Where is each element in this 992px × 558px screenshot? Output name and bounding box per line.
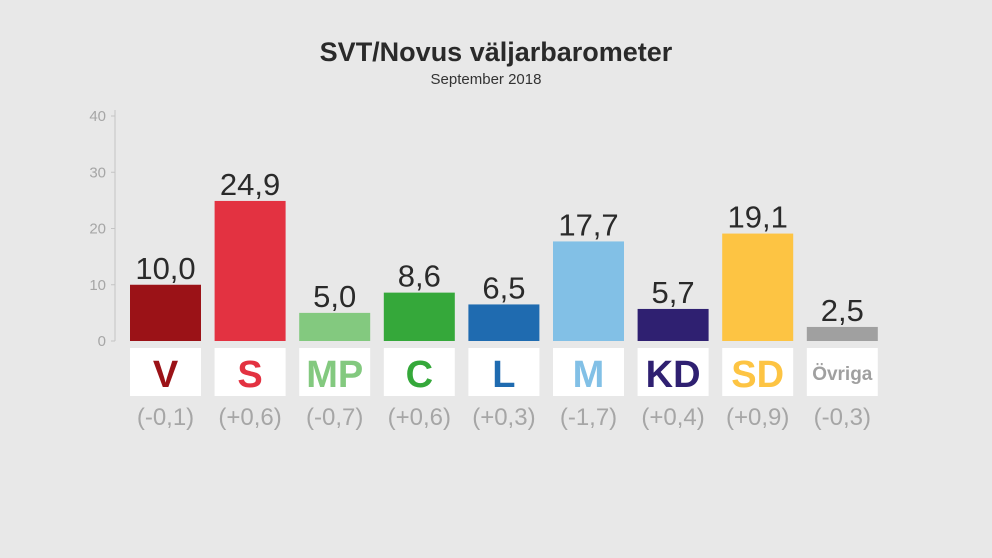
bar <box>130 284 201 341</box>
bar <box>468 304 540 341</box>
y-tick-label: 0 <box>98 333 106 350</box>
change-label: (-1,7) <box>560 404 617 431</box>
bar <box>722 233 794 341</box>
bars: 10,0 V (-0,1) 24,9 S (+0,6) 5,0 MP (-0,7) 8,6 C (+0… <box>130 167 878 431</box>
bar <box>214 200 286 341</box>
bar-group: 10,0 V (-0,1) <box>130 251 201 431</box>
bar <box>806 326 878 341</box>
party-label-box <box>637 348 709 396</box>
party-label-box <box>806 348 878 396</box>
bar-group: 2,5 Övriga (-0,3) <box>806 293 878 431</box>
chart-title: SVT/Novus väljarbarometer <box>320 37 673 67</box>
party-label: V <box>153 354 179 396</box>
bar-value-label: 5,0 <box>313 279 356 314</box>
bar-value-label: 6,5 <box>482 270 525 305</box>
party-label-box <box>299 348 371 396</box>
bar-group: 19,1 SD (+0,9) <box>722 200 794 431</box>
change-label: (-0,7) <box>306 404 363 431</box>
bar-value-label: 24,9 <box>220 167 280 202</box>
bar-value-label: 8,6 <box>398 259 441 294</box>
bar-value-label: 5,7 <box>652 275 695 310</box>
party-label-box <box>722 348 794 396</box>
party-label-box <box>553 348 624 396</box>
party-label: KD <box>646 354 701 396</box>
change-label: (+0,4) <box>641 404 704 431</box>
party-label: M <box>573 354 605 396</box>
party-label-box <box>130 348 201 396</box>
bar <box>553 241 624 341</box>
y-tick-label: 20 <box>89 221 106 238</box>
chart-subtitle: September 2018 <box>431 71 542 88</box>
party-label: Övriga <box>812 364 873 385</box>
y-tick-label: 40 <box>89 108 106 125</box>
bar <box>383 292 455 341</box>
party-label-box <box>468 348 540 396</box>
change-label: (+0,6) <box>388 404 451 431</box>
party-label-box <box>214 348 286 396</box>
party-label-box <box>383 348 455 396</box>
party-label: MP <box>306 354 363 396</box>
change-label: (+0,3) <box>472 404 535 431</box>
bar-value-label: 10,0 <box>135 251 195 286</box>
bar-value-label: 17,7 <box>558 207 618 242</box>
bar-group: 17,7 M (-1,7) <box>553 207 624 431</box>
party-label: SD <box>731 354 784 396</box>
party-label: L <box>492 354 515 396</box>
bar-group: 5,7 KD (+0,4) <box>637 275 709 431</box>
change-label: (+0,6) <box>218 404 281 431</box>
bar-value-label: 2,5 <box>821 293 864 328</box>
bar-group: 24,9 S (+0,6) <box>214 167 286 431</box>
change-label: (+0,9) <box>726 404 789 431</box>
y-axis: 0 10 20 30 40 <box>89 108 116 350</box>
y-tick-label: 10 <box>89 277 106 294</box>
party-label: S <box>237 354 262 396</box>
party-label: C <box>406 354 433 396</box>
bar-group: 8,6 C (+0,6) <box>383 259 455 431</box>
bar <box>299 312 371 341</box>
bar-group: 5,0 MP (-0,7) <box>299 279 371 431</box>
y-tick-label: 30 <box>89 164 106 181</box>
bar-group: 6,5 L (+0,3) <box>468 270 540 431</box>
bar <box>637 308 709 341</box>
change-label: (-0,1) <box>137 404 194 431</box>
change-label: (-0,3) <box>814 404 871 431</box>
bar-value-label: 19,1 <box>728 200 788 235</box>
